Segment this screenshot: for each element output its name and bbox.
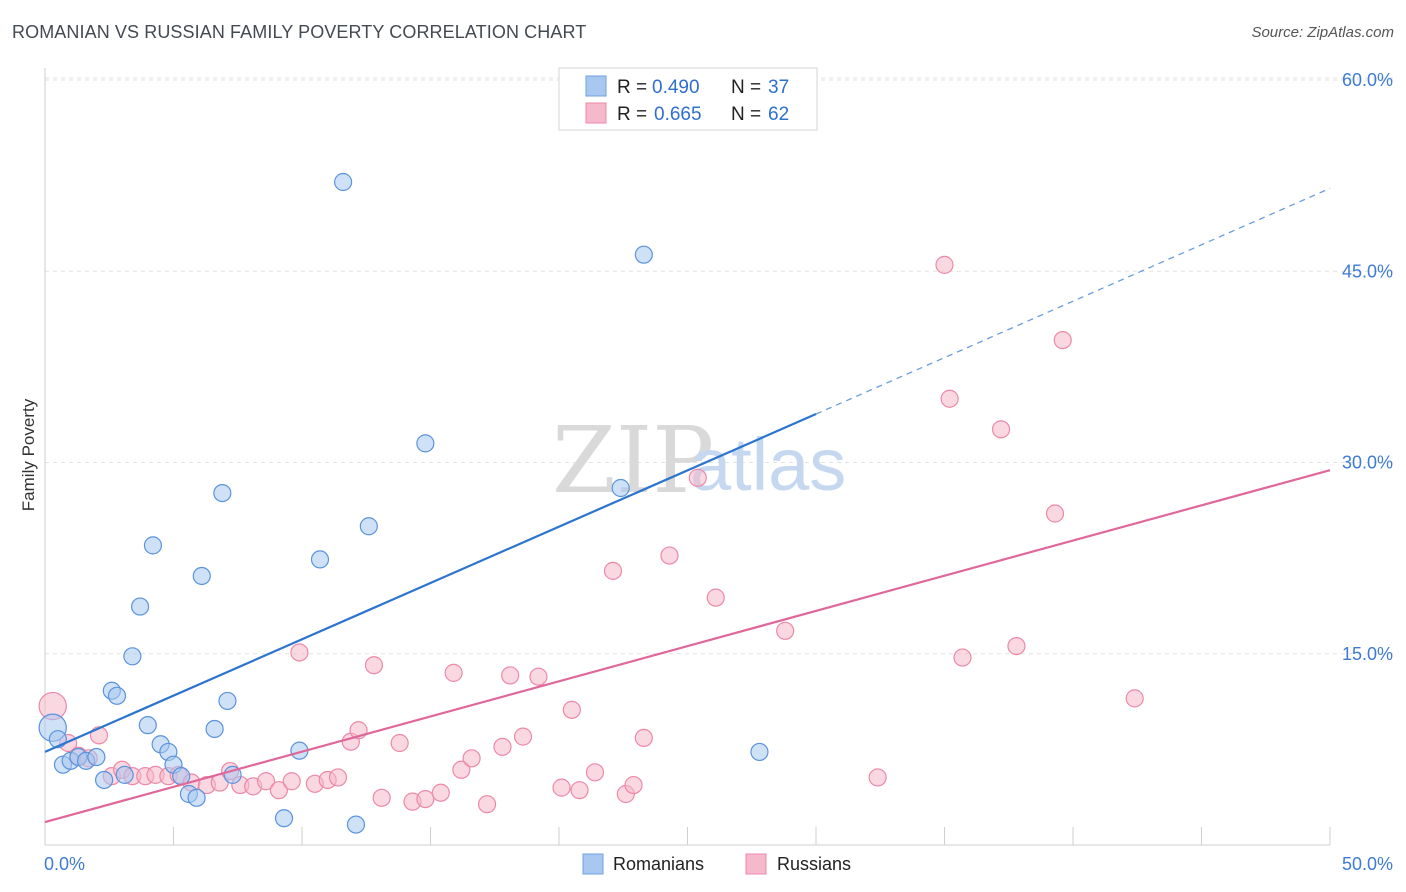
russians-point-58 xyxy=(1007,636,1026,656)
russians-point-40 xyxy=(529,667,548,686)
bottom-legend-label-romanians: Romanians xyxy=(613,854,704,874)
russians-point-51 xyxy=(706,588,725,607)
romanians-point-23 xyxy=(213,484,232,503)
y-axis-label: Family Poverty xyxy=(19,398,38,511)
romanians-point-13 xyxy=(138,716,157,735)
x-tick-label-0: 0.0% xyxy=(44,854,85,874)
romanians-point-20 xyxy=(187,788,206,807)
russians-point-45 xyxy=(603,561,623,580)
bottom-legend: Romanians Russians xyxy=(582,853,851,875)
legend-r-label-1: R = xyxy=(617,77,647,98)
chart-title: ROMANIAN VS RUSSIAN FAMILY POVERTY CORRE… xyxy=(12,22,587,42)
romanians-point-28 xyxy=(310,550,330,569)
romanians-point-33 xyxy=(611,478,630,498)
romanians-trend-extension xyxy=(815,187,1331,415)
russians-point-42 xyxy=(562,700,581,719)
y-tick-label-30: 30.0% xyxy=(1342,453,1393,473)
russians-point-56 xyxy=(953,648,972,667)
russians-point-35 xyxy=(462,749,481,768)
romanians-point-26 xyxy=(274,809,294,828)
romanians-point-22 xyxy=(205,719,224,739)
russians-point-50 xyxy=(688,468,707,487)
russians-point-24 xyxy=(328,768,348,787)
romanians-point-12 xyxy=(130,597,150,616)
romanians-point-31 xyxy=(359,517,378,536)
legend-n-value-1: 37 xyxy=(768,77,789,98)
legend-swatch-romanians xyxy=(585,75,607,97)
data-points xyxy=(38,172,1144,834)
romanians-point-6 xyxy=(87,747,106,767)
russians-point-55 xyxy=(940,389,959,408)
russians-point-59 xyxy=(1045,504,1065,523)
russians-point-52 xyxy=(776,621,795,640)
romanians-point-14 xyxy=(143,536,163,555)
grid-lines xyxy=(45,77,1395,655)
russians-point-57 xyxy=(991,420,1011,439)
legend-n-label-1: N = xyxy=(731,77,761,98)
legend-r-label-2: R = xyxy=(617,104,647,125)
russians-point-31 xyxy=(416,789,435,809)
romanians-point-10 xyxy=(115,765,134,784)
romanians-point-34 xyxy=(634,245,653,264)
russians-point-20 xyxy=(282,772,301,791)
romanians-point-32 xyxy=(416,434,435,453)
russians-point-37 xyxy=(493,737,512,756)
romanians-point-9 xyxy=(107,686,127,705)
romanians-point-11 xyxy=(123,647,142,666)
russians-point-61 xyxy=(1125,689,1144,708)
x-tick-labels: 0.0% 50.0% xyxy=(44,854,1393,874)
y-tick-label-15: 15.0% xyxy=(1342,644,1393,664)
romanians-point-30 xyxy=(346,815,366,834)
romanians-point-35 xyxy=(750,742,769,762)
russians-point-48 xyxy=(634,728,653,748)
romanians-trend-line xyxy=(44,413,817,753)
russians-point-41 xyxy=(552,778,571,797)
romanians-point-29 xyxy=(334,172,353,192)
legend-n-value-2: 62 xyxy=(768,104,789,125)
russians-point-36 xyxy=(477,795,497,814)
russians-point-47 xyxy=(624,775,643,795)
russians-point-34 xyxy=(452,760,471,779)
x-tick-label-50: 50.0% xyxy=(1342,854,1393,874)
russians-point-29 xyxy=(390,733,409,753)
legend-r-value-2: 0.665 xyxy=(654,104,702,125)
russians-point-33 xyxy=(444,663,463,682)
chart-source: Source: ZipAtlas.com xyxy=(1251,24,1394,41)
russians-point-43 xyxy=(570,781,589,800)
bottom-legend-swatch-romanians xyxy=(582,853,604,875)
watermark-zip: ZIP xyxy=(552,407,714,514)
y-tick-label-45: 45.0% xyxy=(1342,261,1393,281)
legend-n-label-2: N = xyxy=(731,104,761,125)
russians-point-60 xyxy=(1053,331,1072,350)
russians-point-49 xyxy=(660,546,679,565)
watermark: ZIP atlas xyxy=(552,407,846,514)
watermark-atlas: atlas xyxy=(690,423,846,506)
romanians-point-7 xyxy=(95,770,114,790)
russians-point-54 xyxy=(935,255,954,274)
russians-point-21 xyxy=(290,643,309,662)
russians-point-18 xyxy=(256,772,276,791)
bottom-legend-label-russians: Russians xyxy=(777,854,851,874)
romanians-point-24 xyxy=(218,691,237,711)
y-tick-label-60: 60.0% xyxy=(1342,70,1393,90)
legend-r-value-1: 0.490 xyxy=(652,77,700,98)
russians-point-53 xyxy=(868,768,887,787)
russians-point-32 xyxy=(431,783,450,802)
russians-point-39 xyxy=(513,727,533,746)
russians-point-27 xyxy=(364,656,384,675)
legend-swatch-russians xyxy=(585,102,607,124)
russians-point-19 xyxy=(269,781,288,800)
russians-trend-line xyxy=(44,469,1331,824)
russians-point-28 xyxy=(372,788,391,807)
legend-box: R = 0.490 N = 37 R = 0.665 N = 62 xyxy=(558,67,818,131)
russians-point-38 xyxy=(501,666,520,685)
bottom-legend-swatch-russians xyxy=(745,853,767,875)
trend-lines xyxy=(44,187,1331,824)
romanians-point-21 xyxy=(192,566,211,586)
y-tick-labels: 15.0% 30.0% 45.0% 60.0% xyxy=(1342,70,1393,664)
russians-point-44 xyxy=(585,763,605,782)
